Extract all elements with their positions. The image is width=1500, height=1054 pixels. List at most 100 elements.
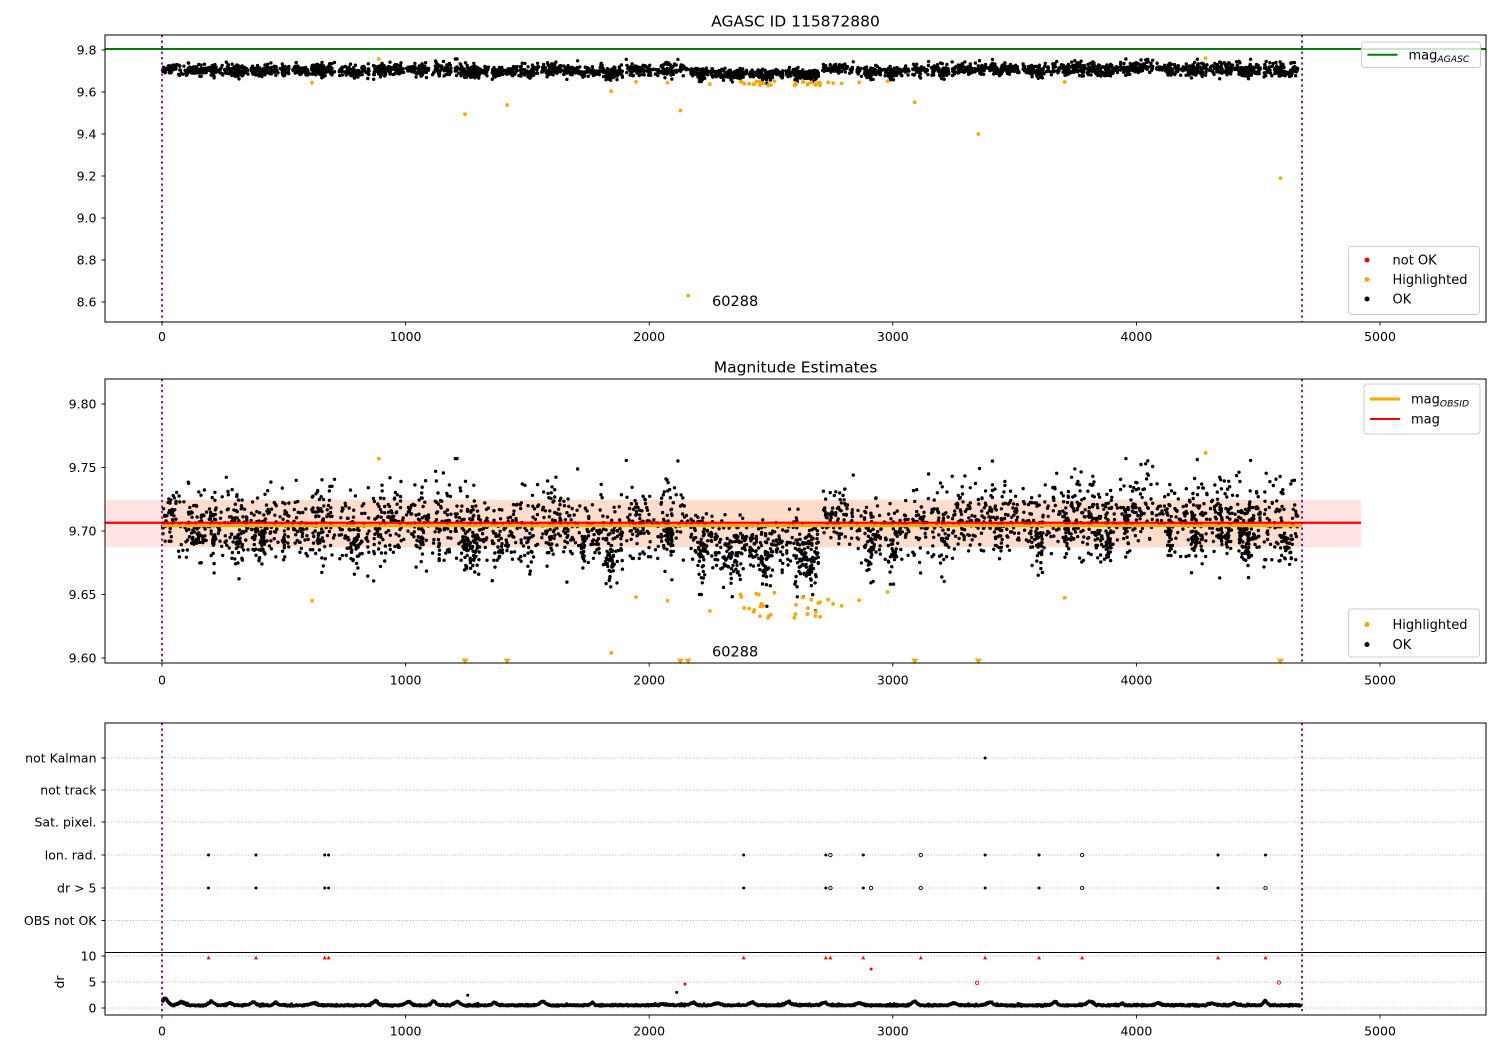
ok-points-mid-marker <box>228 546 231 549</box>
ok-points-mid-marker <box>460 552 463 555</box>
ok-points-mid-marker <box>228 536 231 539</box>
ok-points-mid-marker <box>170 535 173 538</box>
ok-points-top-marker <box>814 77 817 80</box>
highlighted-points-top-marker <box>463 112 467 116</box>
ok-points-top-marker <box>1057 69 1060 72</box>
ok-points-top-marker <box>319 71 322 74</box>
ok-points-top-marker <box>785 73 788 76</box>
ok-points-mid-marker <box>565 511 568 514</box>
ok-points-top-marker <box>1246 73 1249 76</box>
ok-points-top-marker <box>689 69 692 72</box>
ok-points-mid-marker <box>274 555 277 558</box>
ok-points-mid-marker <box>618 527 621 530</box>
ok-points-mid-marker <box>377 534 380 537</box>
ok-points-mid-marker <box>321 530 324 533</box>
ok-points-top-marker <box>237 64 240 67</box>
ok-points-top-marker <box>203 62 206 65</box>
ok-points-mid-marker <box>269 480 272 483</box>
ok-points-mid-marker <box>354 494 357 497</box>
ok-points-mid-marker <box>372 579 375 582</box>
ok-points-mid-marker <box>574 541 577 544</box>
ok-points-mid-marker <box>550 485 553 488</box>
ok-points-mid-marker <box>437 544 440 547</box>
ok-points-top-marker <box>390 66 393 69</box>
ok-points-mid-marker <box>440 500 443 503</box>
ok-points-top-marker <box>231 62 234 65</box>
y-tick-label: 8.6 <box>77 294 97 309</box>
ok-points-top-marker <box>474 74 477 77</box>
ok-points-top-marker <box>1012 65 1015 68</box>
ok-points-top-marker <box>911 73 914 76</box>
ok-points-top-marker <box>989 63 992 66</box>
ok-points-top-marker <box>860 75 863 78</box>
ok-points-top-marker <box>710 67 713 70</box>
ok-points-top-marker <box>1011 68 1014 71</box>
ok-points-top-marker <box>657 72 660 75</box>
ok-points-mid-marker <box>526 565 529 568</box>
ok-points-mid-marker <box>576 467 579 470</box>
ok-points-mid-marker <box>236 533 239 536</box>
ok-points-top-marker <box>512 67 515 70</box>
highlighted-points-top-marker <box>801 80 805 84</box>
ok-points-top-marker <box>993 62 996 65</box>
ok-points-mid-marker <box>528 572 531 575</box>
ok-points-top-marker <box>971 71 974 74</box>
ok-points-mid-marker <box>387 529 390 532</box>
ok-points-top-marker <box>526 75 529 78</box>
ok-points-mid-marker <box>174 502 177 505</box>
ok-points-mid-marker <box>487 506 490 509</box>
ok-points-mid-marker <box>611 561 614 564</box>
ok-points-top-marker <box>876 65 879 68</box>
ok-points-mid-marker <box>376 515 379 518</box>
ok-points-top-marker <box>455 74 458 77</box>
ok-points-mid-marker <box>425 569 428 572</box>
ok-points-mid-marker <box>195 541 198 544</box>
ok-points-mid-marker <box>322 498 325 501</box>
ok-points-top-marker <box>1093 70 1096 73</box>
ok-points-mid-marker <box>562 500 565 503</box>
ok-points-mid-marker <box>244 538 247 541</box>
ok-points-top-marker <box>980 64 983 67</box>
highlighted-points-top-marker <box>773 79 777 83</box>
ok-points-mid-marker <box>546 492 549 495</box>
ok-points-mid-marker <box>536 513 539 516</box>
ok-points-top-marker <box>305 69 308 72</box>
ok-points-top-marker <box>1078 74 1081 77</box>
ok-points-mid-marker <box>479 518 482 521</box>
ok-points-mid-marker <box>171 518 174 521</box>
ok-points-top-marker <box>376 69 379 72</box>
ok-points-top-marker <box>600 70 603 73</box>
ok-points-top-marker <box>901 69 904 72</box>
ok-points-mid-marker <box>287 527 290 530</box>
ok-points-mid-marker <box>392 551 395 554</box>
ok-points-mid-marker <box>380 484 383 487</box>
ok-points-mid-marker <box>282 558 285 561</box>
ok-points-top-marker <box>930 66 933 69</box>
ok-points-mid-marker <box>509 530 512 533</box>
ok-points-top-marker <box>1201 66 1204 69</box>
ok-points-mid-marker <box>444 551 447 554</box>
ok-points-mid-marker <box>286 541 289 544</box>
ok-points-mid-marker <box>478 550 481 553</box>
ok-points-mid-marker <box>454 457 457 460</box>
ok-points-mid-marker <box>554 476 557 479</box>
ok-points-top-marker <box>196 70 199 73</box>
ok-points-mid-marker <box>491 539 494 542</box>
ok-points-top-marker <box>491 71 494 74</box>
ok-points-mid-marker <box>305 534 308 537</box>
ok-points-mid-marker <box>420 491 423 494</box>
ok-points-top-marker <box>223 68 226 71</box>
ok-points-mid-marker <box>599 508 602 511</box>
ok-points-top-marker <box>977 64 980 67</box>
ok-points-top-marker <box>477 76 480 79</box>
highlighted-points-top-marker <box>976 132 980 136</box>
ok-points-mid-marker <box>312 535 315 538</box>
y-tick-label: 9.2 <box>77 168 97 183</box>
ok-points-mid-marker <box>523 554 526 557</box>
ok-points-top-marker <box>773 69 776 72</box>
ok-points-mid-marker <box>421 529 424 532</box>
ok-points-mid-marker <box>443 511 446 514</box>
ok-points-mid-marker <box>612 554 615 557</box>
ok-points-top-marker <box>431 73 434 76</box>
